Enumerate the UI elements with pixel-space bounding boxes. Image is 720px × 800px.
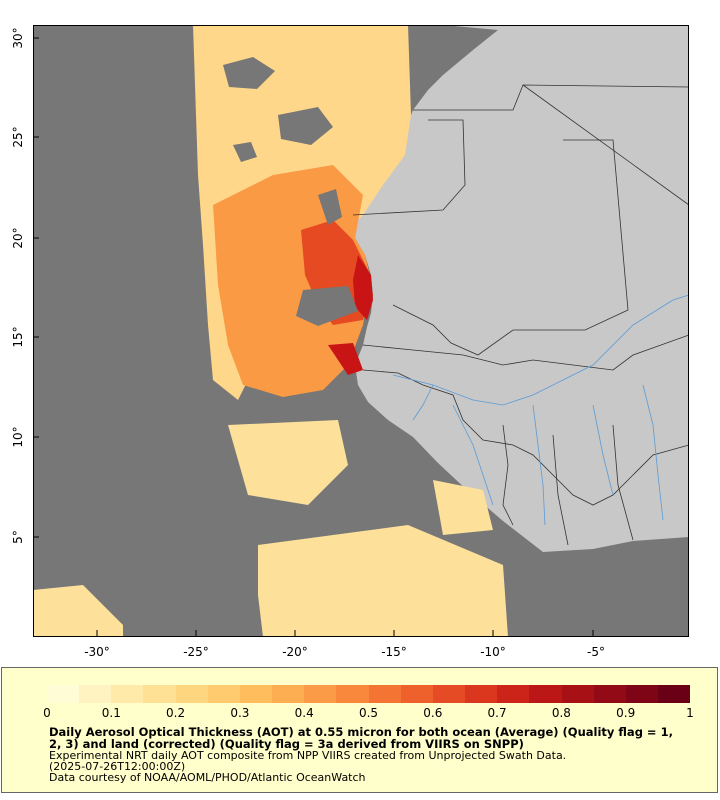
aot-south-fragments (33, 420, 508, 637)
colorbar-tick-label: 0.7 (487, 706, 507, 720)
y-tick-label: 30° (11, 27, 25, 49)
x-tick-label: -5° (587, 645, 605, 659)
aot-coast-max (328, 255, 373, 375)
colorbar-segment (400, 685, 433, 703)
colorbar-tick-label: 0.1 (101, 706, 121, 720)
colorbar-tick-label: 1 (686, 706, 694, 720)
colorbar-segment (336, 685, 369, 703)
colorbar-segment (625, 685, 658, 703)
colorbar-tick-label: 0.3 (230, 706, 250, 720)
y-tick-label: 10° (11, 426, 25, 448)
colorbar-tick-label: 0.2 (166, 706, 186, 720)
country-borders (352, 84, 689, 546)
colorbar-segment (239, 685, 273, 703)
colorbar-segment (497, 685, 530, 703)
legend-subtitle: Experimental NRT daily AOT composite fro… (49, 749, 567, 762)
rivers (392, 294, 689, 526)
map-border (33, 25, 689, 637)
africa-land (355, 25, 689, 552)
colorbar (47, 685, 691, 703)
colorbar-tick-label: 0.8 (551, 706, 571, 720)
no-data-patches (223, 57, 358, 326)
colorbar-segment (432, 685, 466, 703)
colorbar-tick-label: 0.5 (358, 706, 379, 720)
y-tick-label: 20° (11, 227, 25, 249)
legend-credit: Data courtesy of NOAA/AOML/PHOD/Atlantic… (49, 771, 366, 784)
colorbar-segment (47, 685, 80, 703)
colorbar-tick-label: 0 (43, 706, 51, 720)
colorbar-segment (207, 685, 240, 703)
legend-panel: 0 0.1 0.2 0.3 0.4 0.5 0.6 0.7 0.8 0.9 1 Daily Aero… (1, 667, 718, 793)
colorbar-segment (143, 685, 176, 703)
colorbar-segment (175, 685, 208, 703)
legend-title: Daily Aerosol Optical Thickness (AOT) at… (49, 725, 673, 751)
colorbar-segment (111, 685, 144, 703)
x-tick-label: -30° (84, 645, 110, 659)
x-tick-label: -20° (282, 645, 308, 659)
colorbar-segment (561, 685, 594, 703)
x-tick-label: -10° (480, 645, 506, 659)
colorbar-segment (657, 685, 691, 703)
colorbar-segment (593, 685, 626, 703)
legend-timestamp: (2025-07-26T12:00:00Z) (49, 760, 186, 773)
colorbar-segment (368, 685, 401, 703)
colorbar-segment (79, 685, 112, 703)
aot-map (33, 25, 689, 637)
y-tick-label: 15° (11, 326, 25, 348)
colorbar-segment (465, 685, 498, 703)
colorbar-tick-label: 0.9 (616, 706, 636, 720)
colorbar-segment (529, 685, 562, 703)
y-tick-label: 25° (11, 126, 25, 148)
colorbar-tick-label: 0.6 (423, 706, 443, 720)
colorbar-segment (272, 685, 305, 703)
colorbar-segment (304, 685, 337, 703)
colorbar-tick-label: 0.4 (294, 706, 314, 720)
x-tick-label: -25° (183, 645, 209, 659)
x-tick-label: -15° (381, 645, 407, 659)
map-frame (33, 25, 689, 637)
y-tick-label: 5° (11, 530, 25, 544)
